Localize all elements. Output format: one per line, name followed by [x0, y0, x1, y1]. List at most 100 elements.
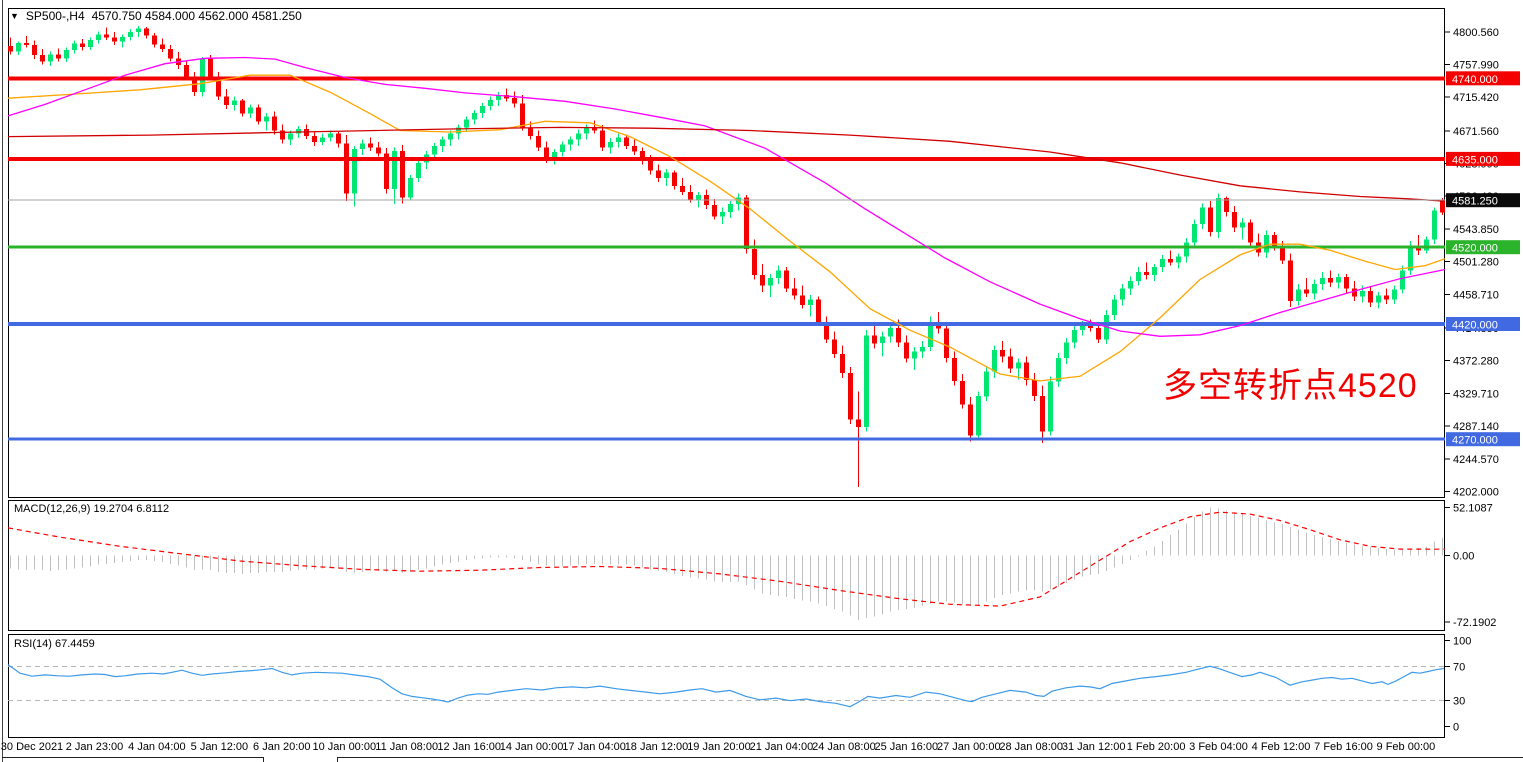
- candle[interactable]: [648, 161, 653, 171]
- candle[interactable]: [440, 139, 445, 146]
- candle[interactable]: [896, 327, 901, 343]
- candle[interactable]: [1192, 224, 1197, 243]
- candle[interactable]: [1336, 277, 1341, 283]
- candle[interactable]: [544, 147, 549, 159]
- candle[interactable]: [1368, 291, 1373, 303]
- candle[interactable]: [1248, 222, 1253, 243]
- candle[interactable]: [824, 322, 829, 340]
- candle[interactable]: [408, 178, 413, 198]
- candle[interactable]: [320, 137, 325, 142]
- candle[interactable]: [952, 357, 957, 381]
- candle[interactable]: [944, 328, 949, 358]
- candle[interactable]: [632, 145, 637, 152]
- candle[interactable]: [80, 43, 85, 47]
- candle[interactable]: [832, 339, 837, 354]
- candle[interactable]: [1152, 267, 1157, 275]
- candle[interactable]: [752, 248, 757, 275]
- candle[interactable]: [976, 396, 981, 436]
- candle[interactable]: [1360, 291, 1365, 297]
- candle[interactable]: [528, 127, 533, 136]
- candle[interactable]: [224, 96, 229, 106]
- candle[interactable]: [1136, 271, 1141, 281]
- symbol-dropdown-icon[interactable]: ▼: [10, 11, 19, 21]
- candle[interactable]: [920, 347, 925, 352]
- candle[interactable]: [536, 135, 541, 148]
- candle[interactable]: [664, 172, 669, 179]
- candle[interactable]: [448, 133, 453, 140]
- candle[interactable]: [1072, 330, 1077, 343]
- candlesticks[interactable]: [8, 26, 1445, 487]
- candle[interactable]: [680, 185, 685, 192]
- candle[interactable]: [1024, 362, 1029, 381]
- candle[interactable]: [1040, 396, 1045, 432]
- candle[interactable]: [1176, 256, 1181, 263]
- candle[interactable]: [136, 28, 141, 33]
- candle[interactable]: [856, 419, 861, 427]
- candle[interactable]: [240, 100, 245, 114]
- candle[interactable]: [432, 145, 437, 155]
- candle[interactable]: [744, 197, 749, 249]
- candle[interactable]: [32, 45, 37, 56]
- candle[interactable]: [504, 95, 509, 99]
- candle[interactable]: [360, 143, 365, 149]
- candle[interactable]: [992, 350, 997, 372]
- candle[interactable]: [1064, 342, 1069, 358]
- candle[interactable]: [1280, 245, 1285, 261]
- candle[interactable]: [64, 49, 69, 59]
- candle[interactable]: [696, 195, 701, 200]
- candle[interactable]: [1440, 199, 1445, 213]
- candle[interactable]: [344, 143, 349, 194]
- candle[interactable]: [376, 147, 381, 154]
- candle[interactable]: [512, 98, 517, 104]
- candle[interactable]: [312, 135, 317, 142]
- candle[interactable]: [40, 55, 45, 62]
- candle[interactable]: [392, 151, 397, 189]
- candle[interactable]: [184, 65, 189, 77]
- candle[interactable]: [968, 404, 973, 436]
- candle[interactable]: [416, 162, 421, 179]
- candle[interactable]: [1288, 260, 1293, 301]
- candle[interactable]: [960, 380, 965, 405]
- candle[interactable]: [912, 351, 917, 359]
- candle[interactable]: [808, 299, 813, 305]
- candle[interactable]: [480, 105, 485, 113]
- candle[interactable]: [232, 100, 237, 106]
- candle[interactable]: [336, 133, 341, 144]
- candle[interactable]: [128, 32, 133, 37]
- candle[interactable]: [1008, 356, 1013, 369]
- candle[interactable]: [672, 172, 677, 186]
- candle[interactable]: [208, 58, 213, 77]
- candle[interactable]: [800, 295, 805, 305]
- candle[interactable]: [656, 170, 661, 179]
- candle[interactable]: [1304, 289, 1309, 294]
- candle[interactable]: [880, 336, 885, 344]
- candle[interactable]: [1184, 242, 1189, 257]
- candle[interactable]: [640, 151, 645, 162]
- candle[interactable]: [616, 137, 621, 142]
- candle[interactable]: [1424, 239, 1429, 251]
- candle[interactable]: [8, 46, 13, 52]
- candle[interactable]: [1080, 325, 1085, 331]
- candle[interactable]: [264, 116, 269, 122]
- candle[interactable]: [888, 327, 893, 337]
- candle[interactable]: [1168, 258, 1173, 263]
- candle[interactable]: [1128, 281, 1133, 289]
- candle[interactable]: [96, 34, 101, 40]
- candle[interactable]: [1112, 299, 1117, 315]
- candle[interactable]: [552, 152, 557, 159]
- candle[interactable]: [1144, 271, 1149, 275]
- candle[interactable]: [904, 342, 909, 359]
- candle[interactable]: [1408, 245, 1413, 271]
- candle[interactable]: [840, 354, 845, 374]
- candle[interactable]: [584, 127, 589, 134]
- candle[interactable]: [608, 142, 613, 148]
- candle[interactable]: [280, 130, 285, 140]
- candle[interactable]: [1056, 357, 1061, 382]
- candle[interactable]: [560, 144, 565, 152]
- candle[interactable]: [1400, 270, 1405, 290]
- candle[interactable]: [1032, 380, 1037, 397]
- candle[interactable]: [1352, 288, 1357, 297]
- tab-strip[interactable]: [2, 757, 1523, 762]
- candle[interactable]: [1048, 381, 1053, 432]
